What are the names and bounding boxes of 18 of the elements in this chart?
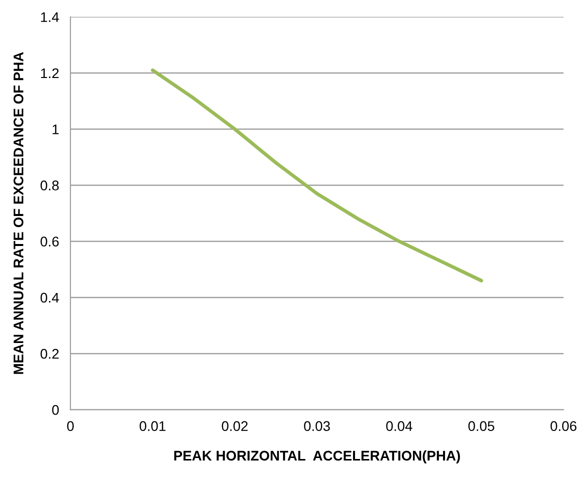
x-tick-label: 0.03 xyxy=(304,421,330,432)
y-tick-label: 0.8 xyxy=(40,180,59,190)
x-tick-label: 0.02 xyxy=(222,421,248,432)
y-tick-label: 0.6 xyxy=(40,236,59,247)
x-tick-label: 0.04 xyxy=(386,421,412,432)
y-tick-label: 1.4 xyxy=(41,12,59,22)
x-tick-label: 0.01 xyxy=(140,421,166,432)
y-tick-label: 0.2 xyxy=(40,348,59,359)
y-tick-label: 1.2 xyxy=(41,68,59,78)
y-axis-title: MEAN ANNUAL RATE OF EXCEEDANCE OF PHA xyxy=(14,52,24,374)
x-axis-title: PEAK HORIZONTAL ACCELERATION(PHA) xyxy=(174,450,460,464)
x-tick-label: 0 xyxy=(67,421,74,432)
y-tick-label: 0 xyxy=(52,405,59,415)
x-tick-label: 0.05 xyxy=(468,421,494,432)
line-series xyxy=(150,68,484,282)
y-tick-label: 1 xyxy=(52,124,59,134)
y-tick-label: 0.4 xyxy=(40,292,59,303)
x-tick-label: 0.06 xyxy=(550,421,576,432)
